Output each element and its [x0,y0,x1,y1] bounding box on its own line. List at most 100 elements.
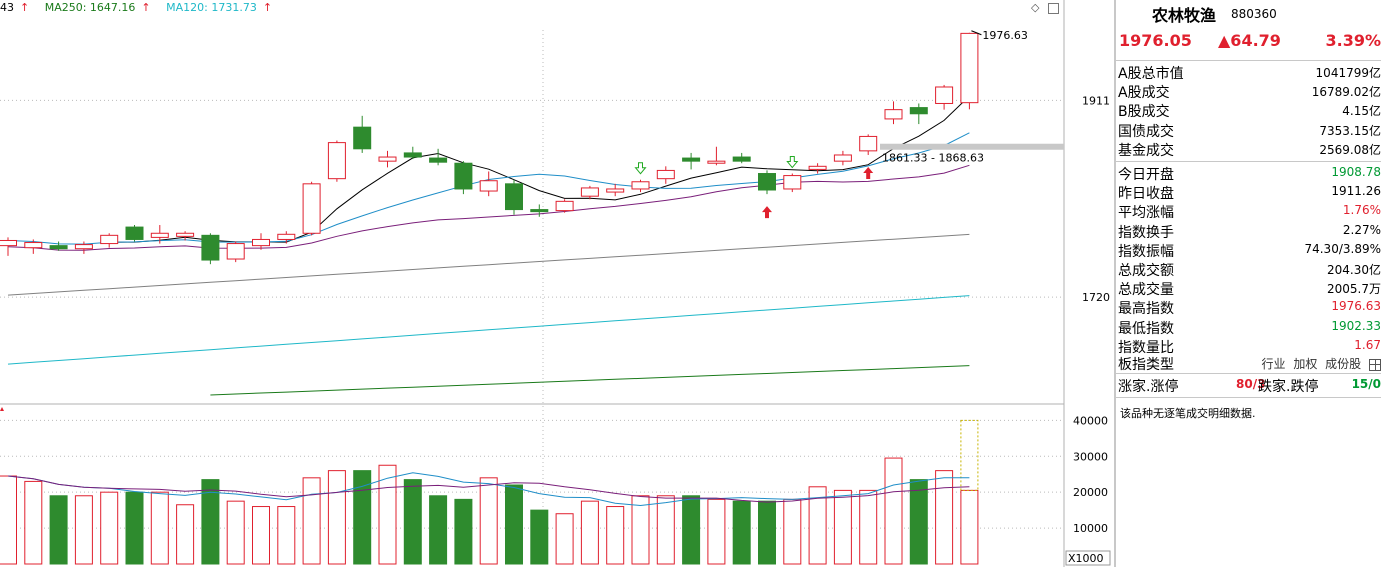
stat-row: 总成交额 204.30亿 [1116,260,1381,279]
candle-down [125,226,144,240]
stat-value: 2569.08亿 [1319,142,1381,157]
volume-tick-label: 20000 [1073,486,1108,499]
diamond-icon[interactable]: ◇ [1031,1,1040,14]
sell-signal-arrow-icon [634,162,647,175]
stat-row: 国债成交 7353.15亿 [1116,121,1381,140]
tag-weighted[interactable]: 加权 [1293,357,1318,371]
candle-up [302,183,321,234]
stat-label: 最高指数 [1118,301,1174,318]
candle-up [0,239,17,247]
volume-bar-up [277,506,296,565]
volume-bar-down [758,500,776,565]
volume-bar-up [656,495,675,565]
stat-label: A股成交 [1118,85,1170,102]
ma20-line [7,164,970,251]
stat-value: 1.67 [1354,337,1381,352]
ma250-label: MA250: 1647.16 ↑ [44,1,151,14]
board-type-tags: 行业 加权 成份股 [1257,355,1381,372]
sell-signal-arrow-icon [786,156,799,169]
volume-bar-down [505,484,523,565]
candle-up [327,142,346,180]
ma120-line [7,295,970,365]
stat-row: 指数量比 1.67 [1116,337,1381,356]
down-limit-label: 跌家.跌停 [1258,379,1319,395]
price-change-pct: 3.39% [1325,31,1381,50]
stat-value: 204.30亿 [1327,263,1381,277]
current-price: 1976.05 [1119,31,1192,50]
stat-label: 平均涨幅 [1118,205,1174,222]
candle-down [454,162,473,190]
volume-ma5-line [7,472,970,507]
volume-forecast-box [960,419,979,491]
candle-up [833,154,852,162]
volume-bar-up [707,498,726,565]
candle-up [808,165,827,170]
volume-bar-down [530,509,549,565]
stat-row: A股总市值 1041799亿 [1116,63,1381,82]
volume-bar-up [24,480,43,565]
volume-bar-up [960,489,979,565]
stat-value: 74.30/3.89% [1304,241,1381,256]
candle-up [100,234,119,245]
volume-bar-up [74,495,93,565]
stat-label: 昨日收盘 [1118,186,1174,203]
volume-tick-label: 30000 [1073,450,1108,463]
stat-label: 国债成交 [1118,123,1174,140]
candle-up [935,86,954,104]
stat-label: 指数振幅 [1118,243,1174,260]
stat-value: 16789.02亿 [1311,85,1381,100]
volume-bar-down [682,495,701,565]
candle-up [277,233,296,240]
volume-bar-up [783,498,802,565]
price-tick-label: 1720 [1082,291,1110,304]
volume-bar-down [403,479,422,565]
up-limit-value: 80/3 [1236,377,1266,391]
chart-canvas[interactable]: 1911 1720 40000 30000 20000 10000 X1000 1976.63… [0,0,1116,567]
tag-constituents[interactable]: 成份股 [1325,357,1362,371]
candle-up [707,160,726,164]
index-code: 880360 [1231,7,1277,21]
tag-industry[interactable]: 行业 [1261,357,1286,371]
stat-value: 1976.63 [1331,299,1381,314]
stat-row: B股成交 4.15亿 [1116,101,1381,120]
divider [1116,60,1381,61]
volume-unit-label: X1000 [1068,552,1104,565]
volume-tick-label: 10000 [1073,522,1108,535]
volume-bar-up [378,464,397,565]
range-annotation-label: 1861.33 - 1868.63 [882,152,984,165]
stat-row: 最高指数 1976.63 [1116,298,1381,317]
stat-label: 总成交额 [1118,263,1174,279]
stat-row: 最低指数 1902.33 [1116,318,1381,337]
candle-up [606,188,625,193]
candle-up [252,238,270,247]
volume-bar-up [631,495,650,565]
volume-bar-down [49,495,68,565]
candle-up [859,135,878,152]
candle-down [353,126,372,150]
candle-up [479,180,498,192]
price-change: ▲64.79 [1218,31,1281,50]
kline-chart[interactable]: 1911 1720 40000 30000 20000 10000 X1000 1976.63… [0,0,1116,567]
candle-up [960,32,979,104]
volume-bar-down [909,479,928,565]
ma5-line [109,95,970,243]
index-info-panel: 农林牧渔 880360 1976.05 ▲64.79 3.39% A股总市值 10… [1116,0,1381,567]
no-tick-data-note: 该品种无逐笔成交明细数据. [1120,407,1256,420]
candle-up [378,156,397,162]
stat-row: 平均涨幅 1.76% [1116,202,1381,221]
volume-bar-up [252,506,270,565]
index-name: 农林牧渔 [1152,6,1217,25]
buy-signal-arrow-icon [762,206,772,219]
board-type-label: 板指类型 [1118,357,1174,373]
restore-icon[interactable] [1048,3,1059,14]
candle-down [682,157,701,162]
volume-bar-up [935,470,954,565]
candle-down [429,157,448,163]
volume-bar-up [0,475,17,565]
volume-tick-label: 40000 [1073,414,1108,427]
volume-bar-down [125,491,144,565]
stat-value: 1902.33 [1331,318,1381,333]
up-limit-label: 涨家.涨停 [1118,379,1179,395]
grid-icon[interactable] [1369,358,1381,371]
down-limit-value: 15/0 [1351,377,1381,391]
